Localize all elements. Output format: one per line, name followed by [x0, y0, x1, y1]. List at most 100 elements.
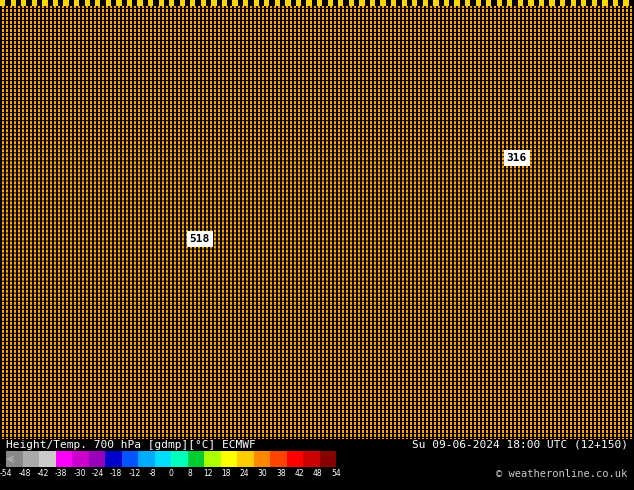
Bar	[254, 0, 259, 6]
Bar	[127, 0, 132, 6]
Bar	[56, 451, 72, 467]
Bar	[6, 451, 23, 467]
Bar	[171, 451, 188, 467]
Bar	[63, 0, 68, 6]
Bar	[412, 0, 417, 6]
Bar	[539, 0, 544, 6]
Bar	[349, 0, 354, 6]
Bar	[507, 0, 512, 6]
Bar	[111, 0, 116, 6]
Bar	[68, 0, 74, 6]
Bar	[264, 0, 269, 6]
Text: 316: 316	[507, 153, 527, 163]
Bar	[211, 0, 217, 6]
Text: -18: -18	[110, 469, 122, 478]
Bar	[407, 0, 412, 6]
Bar	[465, 0, 470, 6]
Bar	[455, 0, 460, 6]
Bar	[359, 0, 365, 6]
Bar	[138, 0, 143, 6]
Bar	[32, 0, 37, 6]
Bar	[328, 0, 333, 6]
Bar	[5, 0, 11, 6]
Bar	[195, 0, 201, 6]
Bar	[204, 451, 221, 467]
Bar	[238, 0, 243, 6]
Bar	[237, 451, 254, 467]
Bar	[301, 0, 306, 6]
Bar	[188, 451, 204, 467]
Bar	[528, 0, 534, 6]
Bar	[37, 0, 42, 6]
Bar	[385, 0, 391, 6]
Bar	[201, 0, 206, 6]
Bar	[179, 0, 185, 6]
Bar	[58, 0, 63, 6]
Bar	[502, 0, 507, 6]
Text: 18: 18	[221, 469, 231, 478]
Bar	[11, 0, 16, 6]
Bar	[365, 0, 370, 6]
Bar	[320, 451, 336, 467]
Bar	[306, 0, 312, 6]
Bar	[296, 0, 301, 6]
Bar	[259, 0, 264, 6]
Bar	[439, 0, 444, 6]
Bar	[48, 0, 53, 6]
Bar	[401, 0, 407, 6]
Bar	[623, 0, 629, 6]
Bar	[275, 0, 280, 6]
Text: 8: 8	[187, 469, 192, 478]
Bar	[243, 0, 249, 6]
Bar	[518, 0, 523, 6]
Bar	[227, 0, 233, 6]
Bar	[571, 0, 576, 6]
Bar	[287, 451, 303, 467]
Bar	[138, 451, 155, 467]
Bar	[290, 0, 296, 6]
Text: -8: -8	[149, 469, 157, 478]
Bar	[53, 0, 58, 6]
Text: 30: 30	[258, 469, 268, 478]
Text: 48: 48	[313, 469, 323, 478]
Bar	[629, 0, 634, 6]
Bar	[444, 0, 449, 6]
Bar	[433, 0, 439, 6]
Text: 38: 38	[276, 469, 286, 478]
Bar	[42, 0, 48, 6]
Bar	[122, 0, 127, 6]
Bar	[190, 0, 195, 6]
Bar	[164, 0, 169, 6]
Bar	[602, 0, 607, 6]
Bar	[74, 0, 79, 6]
Bar	[581, 0, 586, 6]
Bar	[222, 0, 227, 6]
Bar	[396, 0, 401, 6]
Bar	[143, 0, 148, 6]
Text: Su 09-06-2024 18:00 UTC (12+150): Su 09-06-2024 18:00 UTC (12+150)	[411, 440, 628, 450]
Bar	[380, 0, 385, 6]
Bar	[79, 0, 84, 6]
Text: 42: 42	[295, 469, 304, 478]
Bar	[423, 0, 428, 6]
Text: 518: 518	[190, 234, 210, 244]
Bar	[470, 0, 476, 6]
Text: -24: -24	[92, 469, 104, 478]
Bar	[391, 0, 396, 6]
Bar	[122, 451, 138, 467]
Bar	[586, 0, 592, 6]
Bar	[39, 451, 56, 467]
Text: 24: 24	[240, 469, 249, 478]
Bar	[217, 0, 222, 6]
Bar	[449, 0, 455, 6]
Bar	[460, 0, 465, 6]
Bar	[254, 451, 270, 467]
Bar	[338, 0, 344, 6]
Bar	[249, 0, 254, 6]
Bar	[476, 0, 481, 6]
Bar	[370, 0, 375, 6]
Text: -48: -48	[18, 469, 31, 478]
Bar	[312, 0, 317, 6]
Bar	[486, 0, 491, 6]
Text: -30: -30	[74, 469, 86, 478]
